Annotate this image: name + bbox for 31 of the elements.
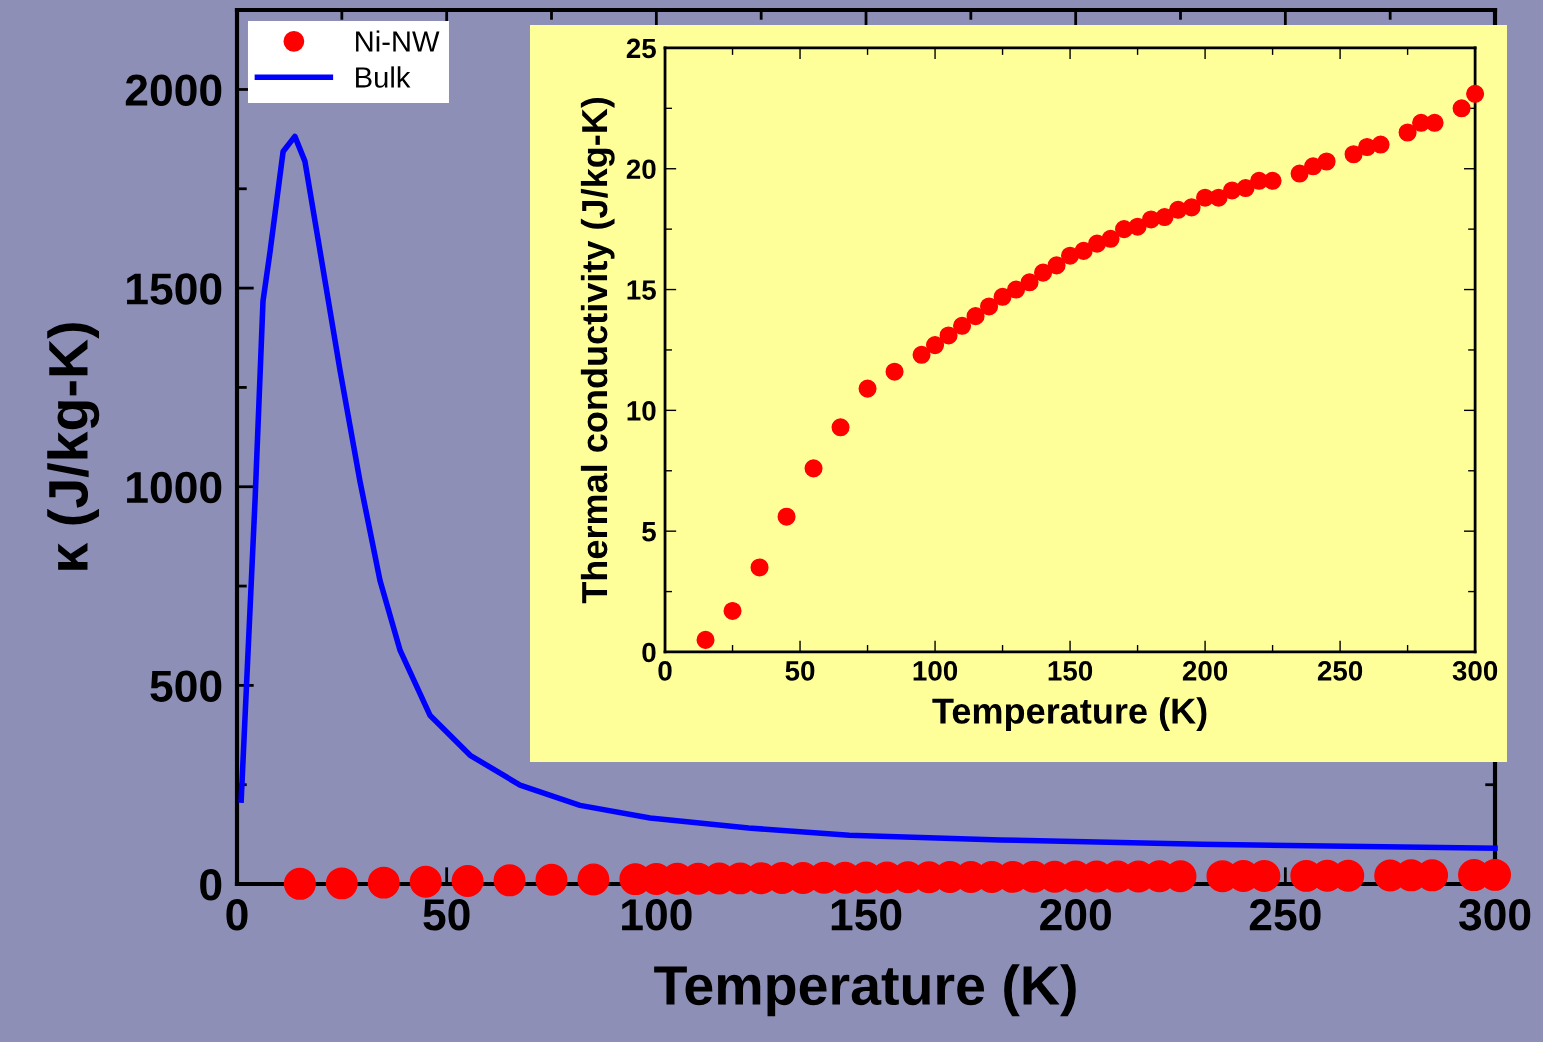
y-tick-label: 0 <box>200 869 222 901</box>
y-tick-label: 20 <box>626 159 656 180</box>
y-tick-label: 10 <box>627 401 656 421</box>
y-tick-label: 5 <box>642 522 656 542</box>
y-tick-label: 25 <box>626 38 656 59</box>
y-tick-label: 0 <box>642 642 656 663</box>
y-tick-label: 500 <box>150 670 222 702</box>
x-tick-label: 100 <box>622 899 692 931</box>
y-tick-label: 2000 <box>125 74 222 106</box>
x-tick-label: 300 <box>1452 661 1498 681</box>
x-tick-label: 200 <box>1182 661 1228 681</box>
x-tick-label: 100 <box>913 661 958 681</box>
y-tick-label: 1000 <box>127 471 222 504</box>
y-axis-title: Thermal conductivity (J/kg-K) <box>580 97 615 604</box>
y-tick-label: 15 <box>627 280 656 300</box>
x-tick-label: 50 <box>785 661 815 681</box>
x-tick-label: 150 <box>1048 661 1093 681</box>
x-tick-label: 0 <box>658 661 672 681</box>
legend-label: Ni-NW <box>356 30 440 52</box>
x-tick-label: 50 <box>423 899 470 931</box>
x-tick-label: 250 <box>1249 899 1321 931</box>
y-axis-title: κ (J/kg-K) <box>47 323 100 570</box>
x-tick-label: 300 <box>1458 899 1531 931</box>
x-tick-label: 0 <box>226 899 248 931</box>
x-tick-label: 150 <box>831 899 902 931</box>
legend-label: Bulk <box>356 66 411 88</box>
x-tick-label: 200 <box>1040 899 1111 931</box>
y-tick-label: 1500 <box>127 273 222 305</box>
x-axis-title: Temperature (K) <box>654 964 1076 1017</box>
x-tick-label: 250 <box>1317 661 1363 681</box>
x-axis-title: Temperature (K) <box>932 697 1207 731</box>
